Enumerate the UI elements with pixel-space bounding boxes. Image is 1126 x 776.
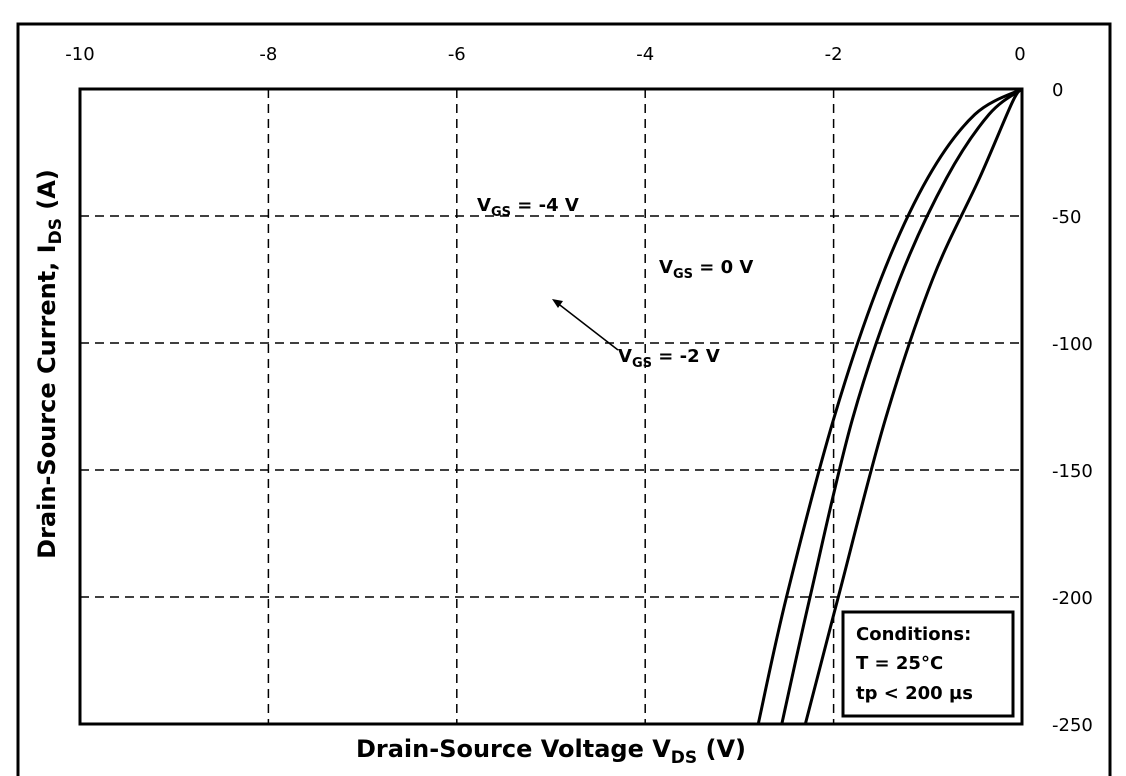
curve-label-series-0: VGS = -4 V <box>477 195 579 220</box>
y-tick-label: -200 <box>1052 588 1093 609</box>
curve-label-vgs-minus-2: VGS = -2 V <box>618 346 720 371</box>
legend-box: Conditions: T = 25°C tp < 200 µs <box>841 610 1015 718</box>
legend-line-temperature: T = 25°C <box>856 653 943 674</box>
legend-border <box>841 610 1015 718</box>
annotation-arrow-head <box>552 299 563 308</box>
curve-extra-0 <box>780 87 1023 725</box>
y-axis-title: Drain-Source Current, IDS (A) <box>33 169 66 559</box>
legend-line-pulse: tp < 200 µs <box>856 683 973 704</box>
x-tick-labels: -10 -8 -6 -4 -2 0 <box>65 44 1025 65</box>
grid-horizontal <box>80 215 1022 725</box>
curves <box>756 87 1024 725</box>
curve-extra-1 <box>803 87 1024 725</box>
outer-frame <box>16 22 1112 776</box>
x-tick-label: -6 <box>448 44 466 65</box>
curve-label-vgs-0: VGS = 0 V <box>659 257 753 282</box>
y-tick-label: -150 <box>1052 461 1093 482</box>
x-tick-label: -4 <box>636 44 654 65</box>
x-tick-label: 0 <box>1014 44 1025 65</box>
y-tick-label: 0 <box>1052 80 1063 101</box>
x-tick-label: -8 <box>259 44 277 65</box>
x-axis-title: Drain-Source Voltage VDS (V) <box>356 735 746 768</box>
legend-title: Conditions: <box>856 624 971 645</box>
curve-series-0 <box>756 87 1023 725</box>
x-tick-label: -10 <box>65 44 94 65</box>
y-tick-label: -100 <box>1052 334 1093 355</box>
annotation-arrow-line <box>555 301 619 351</box>
y-tick-label: -250 <box>1052 715 1093 736</box>
curve-labels: VGS = -4 V VGS = 0 V VGS = -2 V <box>477 195 753 371</box>
grid-vertical <box>267 89 835 724</box>
x-tick-label: -2 <box>825 44 843 65</box>
y-tick-labels: 0 -50 -100 -150 -200 -250 <box>1052 80 1093 736</box>
y-tick-label: -50 <box>1052 207 1081 228</box>
